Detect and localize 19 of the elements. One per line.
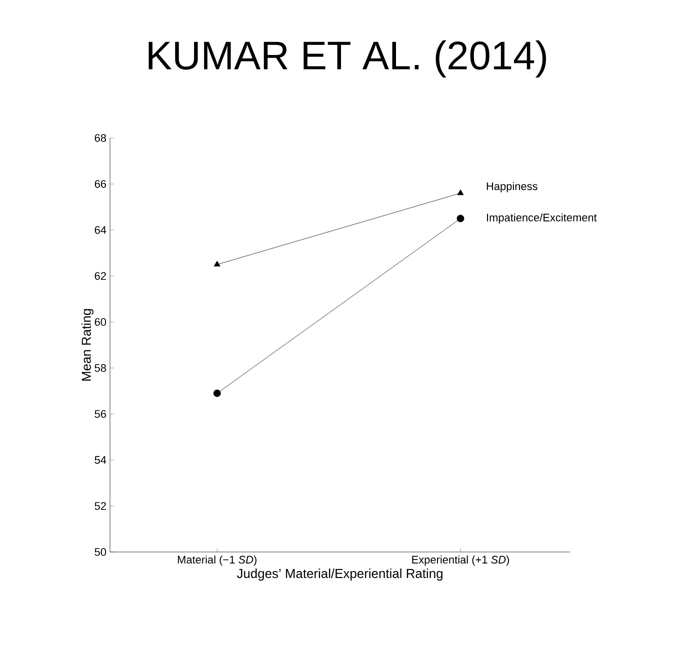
- y-tick-label: 54: [94, 456, 106, 464]
- point: [456, 214, 464, 222]
- y-tick-label: 58: [94, 364, 106, 372]
- y-axis-title: Mean Rating: [81, 309, 94, 381]
- x-tick-label: Material (−1 SD): [178, 556, 256, 566]
- text: Impatience/Excitement: [487, 213, 597, 224]
- y-tick-label: 64: [94, 226, 106, 234]
- y-tick-label: 50: [94, 548, 106, 556]
- y-tick-label: 62: [94, 272, 106, 280]
- y-tick-label: 66: [94, 180, 106, 188]
- text: Happiness: [486, 182, 538, 192]
- y-tick-label: 60: [94, 318, 106, 326]
- y-tick-label: 68: [94, 134, 106, 142]
- y-tick-label: 52: [94, 502, 106, 510]
- x-axis-title: Judges’ Material/Experiential Rating: [236, 568, 442, 581]
- y-tick-label: 56: [94, 410, 106, 418]
- chart-title: KUMAR ET AL. (2014): [148, 40, 546, 78]
- x-tick-label: Experiential (+1 SD): [412, 556, 509, 566]
- point: [213, 390, 221, 397]
